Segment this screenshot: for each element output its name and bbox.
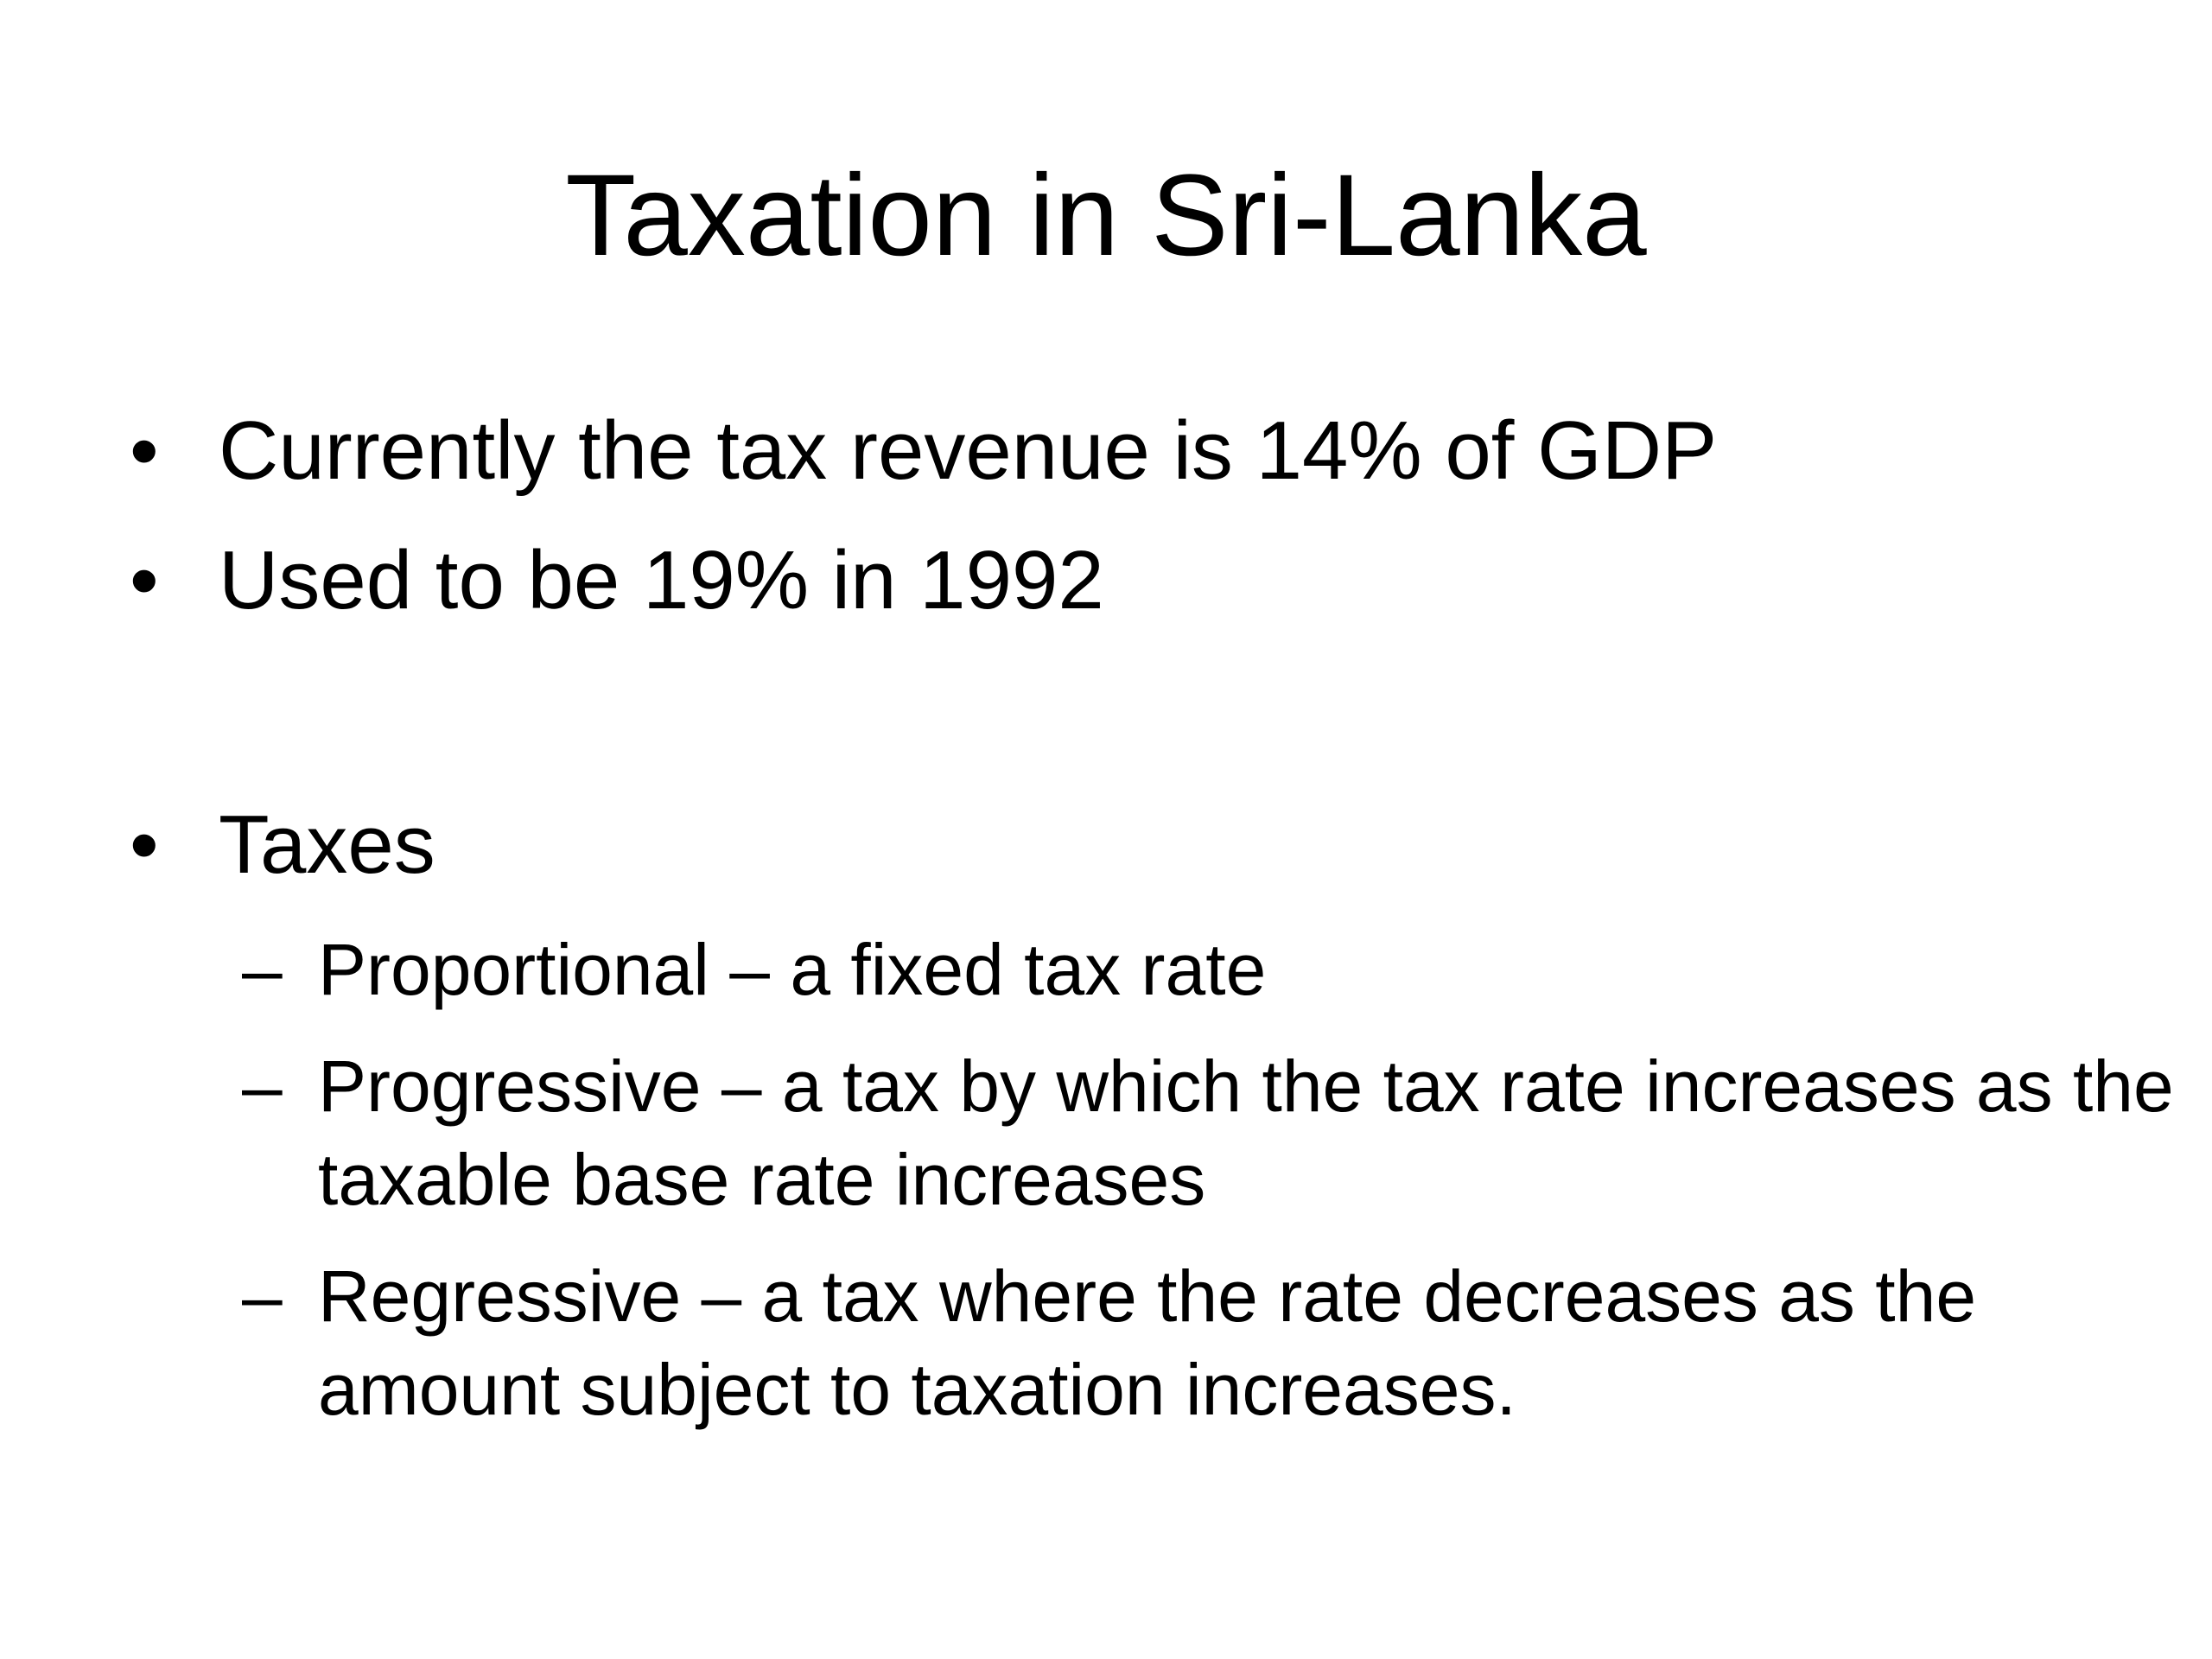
bullet-marker: •	[130, 798, 159, 891]
sub-bullet-text: Progressive – a tax by which the tax rat…	[318, 1046, 2174, 1220]
slide-title: Taxation in Sri-Lanka	[565, 151, 1647, 280]
bullet-text: Currently the tax revenue is 14% of GDP	[219, 404, 1718, 497]
sub-bullet-text: Regressive – a tax where the rate decrea…	[318, 1255, 1977, 1430]
bullet-text: Taxes	[219, 798, 435, 891]
sub-bullet-marker: –	[242, 1255, 283, 1337]
bullet-marker: •	[130, 404, 159, 497]
sub-bullet-marker: –	[242, 1046, 283, 1127]
sub-bullet-marker: –	[242, 929, 283, 1010]
bullet-marker: •	[130, 534, 159, 626]
bullet-text: Used to be 19% in 1992	[219, 534, 1104, 626]
sub-bullet-text: Proportional – a fixed tax rate	[318, 929, 1267, 1010]
